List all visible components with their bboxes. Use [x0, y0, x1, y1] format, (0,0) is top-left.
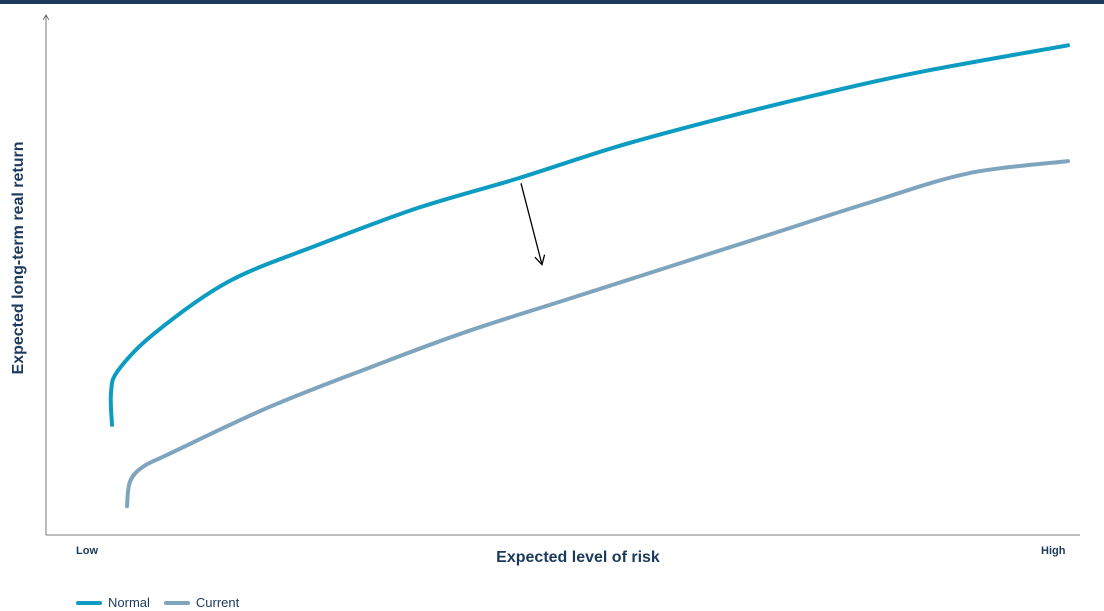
- legend: Normal Current: [76, 595, 253, 610]
- legend-item-current: Current: [163, 595, 240, 610]
- top-accent-bar: [0, 0, 1104, 4]
- x-tick-label-high: High: [1041, 545, 1066, 557]
- shift-arrow-0: [520, 183, 546, 266]
- x-axis-title: Expected level of risk: [496, 549, 660, 566]
- legend-label-normal: Normal: [108, 595, 150, 610]
- series-layer: [108, 43, 1070, 509]
- legend-swatch-current: [163, 600, 190, 605]
- legend-label-current: Current: [195, 595, 240, 610]
- legend-swatch-normal: [76, 600, 102, 605]
- legend-item-normal: Normal: [76, 595, 150, 610]
- series-line-current: [125, 159, 1070, 509]
- y-axis-title: Expected long-term real return: [10, 141, 27, 375]
- x-tick-label-low: Low: [76, 545, 98, 557]
- axes: [46, 15, 1080, 536]
- annotation-layer: [520, 183, 546, 266]
- series-line-normal: [108, 43, 1070, 427]
